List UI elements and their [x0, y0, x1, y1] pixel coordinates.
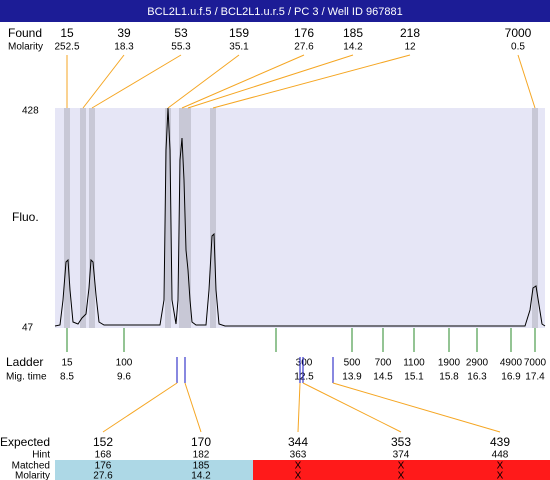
title-bar: [0, 0, 550, 22]
found-size: 218: [400, 26, 420, 40]
peak-band: [179, 108, 185, 328]
title: BCL2L1.u.f.5 / BCL2L1.u.r.5 / PC 3 / Wel…: [147, 6, 402, 18]
peak-link: [167, 54, 240, 109]
peak-band: [80, 108, 86, 328]
y-axis-label: Fluo.: [12, 210, 39, 224]
peak-band: [165, 108, 171, 328]
ladder-label: Ladder: [6, 355, 43, 369]
peak-link: [181, 54, 305, 109]
ladder-time: 16.3: [467, 372, 487, 383]
found-molarity: 55.3: [171, 42, 191, 53]
hint-size: 363: [290, 450, 307, 461]
found-molarity: 27.6: [294, 42, 314, 53]
found-molarity: 18.3: [114, 42, 134, 53]
ladder-size: 4900: [500, 358, 523, 369]
expected-link: [102, 382, 178, 433]
ladder-time: 15.8: [439, 372, 459, 383]
matched-ok: [55, 460, 253, 480]
ladder-size: 15: [61, 358, 73, 369]
expected-link: [332, 382, 501, 433]
expected-link: [184, 382, 202, 433]
ladder-size: 1900: [438, 358, 461, 369]
found-size: 185: [343, 26, 363, 40]
found-size: 15: [60, 26, 74, 40]
expected-size: 170: [191, 435, 211, 449]
ladder-time: 12.5: [294, 372, 314, 383]
ladder-time: 13.9: [342, 372, 362, 383]
found-molarity: 14.2: [343, 42, 363, 53]
matched-fail: [253, 460, 550, 480]
peak-band: [210, 108, 216, 328]
found-size: 159: [229, 26, 249, 40]
ladder-size: 1100: [403, 358, 425, 369]
expected-size: 439: [490, 435, 510, 449]
plot-area: [55, 108, 545, 328]
hint-size: 182: [193, 450, 210, 461]
hint-label: Hint: [32, 450, 50, 461]
found-label: Found: [8, 26, 42, 40]
peak-band: [64, 108, 70, 328]
matched-size: 185: [193, 461, 210, 472]
molarity-label: Molarity: [8, 42, 43, 53]
exp-molarity-label: Molarity: [15, 471, 50, 480]
matched-molarity: 27.6: [93, 471, 113, 480]
ladder-time: 16.9: [501, 372, 521, 383]
matched-molarity: X: [398, 471, 405, 480]
expected-label: Expected: [0, 435, 50, 449]
peak-link: [82, 54, 125, 109]
ladder-size: 500: [344, 358, 361, 369]
matched-size: X: [398, 461, 405, 472]
peak-link: [91, 54, 182, 109]
trace: [54, 107, 546, 327]
found-size: 7000: [505, 26, 532, 40]
matched-size: X: [497, 461, 504, 472]
peak-band: [532, 108, 538, 328]
peak-link: [212, 54, 411, 109]
found-size: 53: [174, 26, 188, 40]
expected-link: [297, 382, 301, 433]
found-molarity: 35.1: [229, 42, 249, 53]
matched-label: Matched: [12, 461, 50, 472]
peak-link: [517, 54, 536, 109]
expected-link: [302, 382, 402, 433]
ladder-size: 7000: [524, 358, 547, 369]
matched-size: X: [295, 461, 302, 472]
ladder-size: 700: [375, 358, 392, 369]
ladder-time: 9.6: [117, 372, 131, 383]
peak-band: [185, 108, 191, 328]
ladder-time: 8.5: [60, 372, 74, 383]
hint-size: 168: [95, 450, 112, 461]
ladder-size: 100: [116, 358, 133, 369]
expected-size: 353: [391, 435, 411, 449]
peak-link: [187, 54, 354, 109]
ladder-time: 14.5: [373, 372, 393, 383]
y-tick-label: 47: [22, 323, 34, 334]
ladder-time: 15.1: [404, 372, 424, 383]
expected-size: 344: [288, 435, 308, 449]
found-molarity: 12: [404, 42, 416, 53]
ladder-size: 300: [296, 358, 313, 369]
found-size: 39: [117, 26, 131, 40]
hint-size: 448: [492, 450, 509, 461]
matched-molarity: 14.2: [191, 471, 211, 480]
ladder-size: 2900: [466, 358, 489, 369]
hint-size: 374: [393, 450, 410, 461]
matched-molarity: X: [295, 471, 302, 480]
peak-band: [89, 108, 95, 328]
ladder-time: 17.4: [525, 372, 545, 383]
matched-molarity: X: [497, 471, 504, 480]
found-molarity: 0.5: [511, 42, 525, 53]
expected-size: 152: [93, 435, 113, 449]
found-size: 176: [294, 26, 314, 40]
found-molarity: 252.5: [54, 42, 79, 53]
y-tick-label: 428: [22, 106, 39, 117]
matched-size: 176: [95, 461, 112, 472]
mig-time-label: Mig. time: [6, 372, 47, 383]
